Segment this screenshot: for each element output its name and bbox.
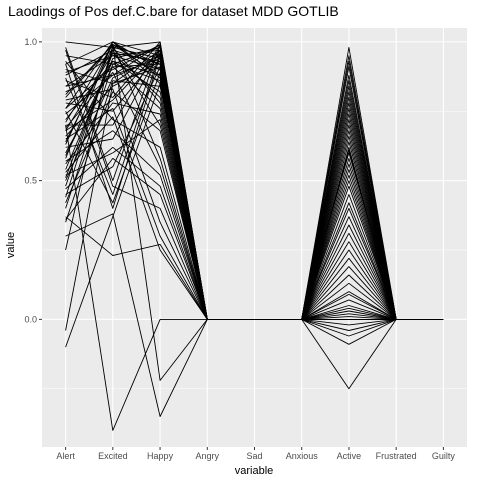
x-tick-label: Angry [196, 451, 220, 461]
x-tick-label: Alert [56, 451, 75, 461]
x-tick-label: Sad [246, 451, 262, 461]
y-axis-title: value [5, 232, 17, 258]
x-tick-label: Guilty [432, 451, 456, 461]
x-tick-label: Excited [98, 451, 128, 461]
chart-title: Laodings of Pos def.C.bare for dataset M… [8, 3, 339, 19]
y-tick-label: 1.0 [24, 37, 37, 47]
x-tick-label: Happy [147, 451, 174, 461]
x-tick-label: Active [337, 451, 362, 461]
x-tick-label: Anxious [286, 451, 319, 461]
y-axis-ticks: 0.0 0.5 1.0 [24, 37, 42, 324]
x-axis-title: variable [235, 465, 274, 477]
x-axis-ticks: Alert Excited Happy Angry Sad Anxious Active Fr… [56, 447, 455, 461]
y-tick-label: 0.0 [24, 314, 37, 324]
y-tick-label: 0.5 [24, 176, 37, 186]
x-tick-label: Frustrated [376, 451, 417, 461]
